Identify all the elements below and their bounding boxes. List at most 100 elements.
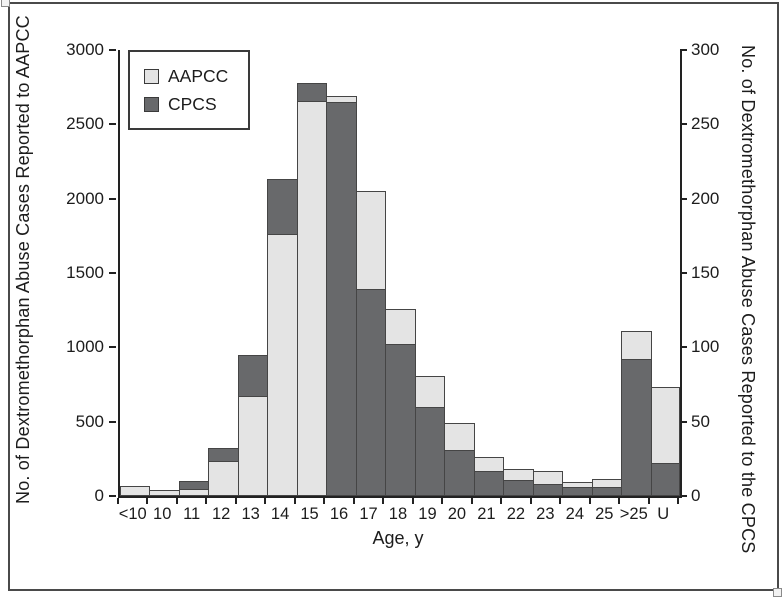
- bar-aapcc-<10: [120, 486, 151, 496]
- left-tick-label-1500: 1500: [66, 263, 104, 282]
- bar-cpcs-19: [414, 406, 446, 496]
- right-tick-label-100: 100: [691, 337, 720, 357]
- x-tick-16: [588, 498, 591, 504]
- x-tick-17: [618, 498, 621, 504]
- x-label-25: 25: [595, 505, 614, 523]
- right-tick-label-150: 150: [691, 263, 720, 282]
- x-tick-8: [352, 498, 355, 504]
- x-tick-1: [146, 498, 149, 504]
- x-tick-7: [323, 498, 326, 504]
- left-tick-label-0: 0: [94, 486, 104, 505]
- left-tick-label-2500: 2500: [66, 114, 104, 134]
- bar-cpcs-U: [650, 463, 680, 496]
- x-axis-title: Age, y: [372, 528, 424, 548]
- legend-item-aapcc: AAPCC: [144, 62, 248, 90]
- left-tick-label-1000: 1000: [66, 337, 104, 357]
- left-tick-label-500: 500: [75, 411, 104, 431]
- left-tick-0: [109, 495, 116, 497]
- x-label-18: 18: [388, 505, 408, 523]
- x-tick-0: [117, 498, 119, 504]
- bar-cpcs-24: [562, 487, 593, 496]
- x-label-U: U: [657, 505, 670, 523]
- x-label-15: 15: [300, 505, 319, 523]
- bar-aapcc-11: [178, 488, 210, 496]
- x-tick-15: [559, 498, 562, 504]
- x-tick-4: [234, 498, 237, 504]
- x-label-24: 24: [565, 505, 584, 523]
- x-label-16: 16: [329, 505, 349, 523]
- bar-cpcs-18: [385, 344, 416, 496]
- right-tick-label-300: 300: [691, 40, 720, 59]
- x-label-<10: <10: [118, 505, 147, 523]
- selection-handle-bottom-right[interactable]: [773, 588, 782, 597]
- left-axis-title: No. of Dextromethorphan Abuse Cases Repo…: [13, 15, 33, 505]
- aapcc-swatch-icon: [144, 68, 159, 84]
- selection-handle-top-left[interactable]: [1, 0, 10, 7]
- right-tick-150: [680, 272, 687, 274]
- cpcs-swatch-icon: [144, 96, 159, 112]
- x-label-21: 21: [477, 505, 496, 523]
- x-label-13: 13: [241, 505, 260, 523]
- right-tick-label-50: 50: [691, 411, 710, 431]
- legend-label-cpcs: CPCS: [168, 93, 217, 114]
- bar-cpcs-16: [326, 102, 357, 496]
- right-tick-200: [680, 197, 687, 200]
- right-tick-50: [680, 420, 687, 423]
- x-label-20: 20: [447, 505, 467, 523]
- bar-cpcs-23: [532, 484, 564, 496]
- bar-aapcc-13: [237, 395, 269, 496]
- x-label-19: 19: [418, 505, 437, 523]
- x-label-11: 11: [183, 505, 201, 523]
- x-tick-6: [293, 498, 296, 504]
- bar-aapcc-14: [267, 234, 298, 496]
- bar-cpcs-17: [355, 289, 387, 496]
- bar-cpcs-25: [591, 487, 623, 496]
- bar-aapcc-15: [296, 100, 328, 496]
- x-tick-18: [647, 498, 650, 504]
- right-tick-label-200: 200: [691, 188, 720, 208]
- bar-cpcs-22: [503, 479, 534, 496]
- bar-cpcs-21: [473, 470, 505, 496]
- bar-cpcs-20: [444, 449, 475, 496]
- right-tick-100: [680, 346, 687, 349]
- x-tick-13: [500, 498, 503, 504]
- bar-aapcc-12: [208, 461, 239, 496]
- right-tick-label-0: 0: [691, 486, 701, 505]
- x-label-14: 14: [270, 505, 290, 523]
- right-axis-title: No. of Dextromethorphan Abuse Cases Repo…: [738, 44, 758, 554]
- left-tick-label-3000: 3000: [66, 40, 104, 59]
- x-tick-11: [441, 498, 444, 504]
- x-tick-12: [470, 498, 473, 504]
- x-label-23: 23: [536, 505, 555, 523]
- left-tick-2000: [109, 197, 116, 200]
- left-tick-500: [109, 420, 116, 423]
- legend-label-aapcc: AAPCC: [168, 65, 229, 86]
- x-tick-3: [205, 498, 208, 504]
- bar-aapcc-10: [149, 490, 180, 496]
- x-label-10: 10: [153, 505, 172, 523]
- x-label-17: 17: [359, 505, 378, 523]
- x-label->25: >25: [619, 505, 648, 523]
- x-label-22: 22: [506, 505, 526, 523]
- left-tick-1000: [109, 346, 116, 349]
- right-tick-0: [680, 495, 687, 497]
- x-tick-5: [264, 498, 267, 504]
- right-tick-250: [680, 123, 687, 126]
- x-tick-9: [382, 498, 385, 504]
- x-tick-19: [677, 498, 679, 504]
- right-tick-label-250: 250: [691, 114, 720, 134]
- left-tick-3000: [109, 49, 116, 51]
- left-tick-label-2000: 2000: [66, 188, 104, 208]
- left-tick-1500: [109, 272, 116, 274]
- legend-item-cpcs: CPCS: [144, 90, 248, 118]
- x-label-12: 12: [211, 505, 231, 523]
- x-tick-14: [529, 498, 532, 504]
- legend: AAPCC CPCS: [128, 50, 250, 130]
- left-tick-2500: [109, 123, 116, 126]
- x-tick-10: [411, 498, 414, 504]
- right-tick-300: [680, 49, 687, 51]
- bar-cpcs->25: [621, 359, 652, 496]
- x-tick-2: [175, 498, 178, 504]
- plot-area: [118, 50, 682, 498]
